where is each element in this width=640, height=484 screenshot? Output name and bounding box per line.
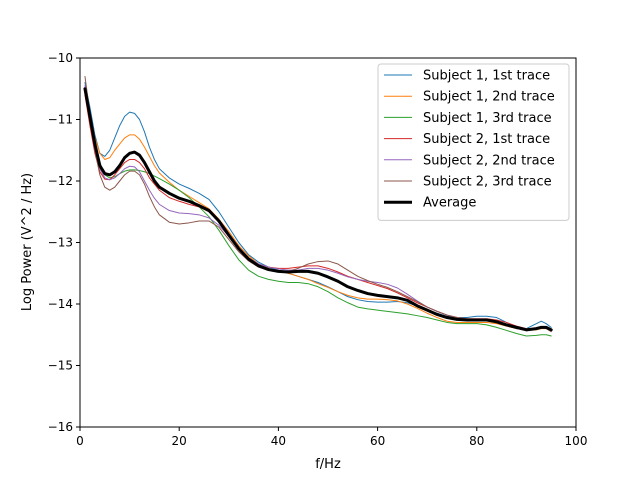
- x-axis-label: f/Hz: [315, 457, 341, 472]
- series-line-subject-1-3rd-trace: [84, 91, 552, 337]
- legend-box: [377, 63, 570, 221]
- series-line-average: [83, 87, 553, 332]
- y-tick-label: −10: [48, 51, 73, 65]
- legend-entry: Subject 2, 3rd trace: [423, 175, 552, 190]
- y-tick-label: −13: [48, 236, 73, 250]
- x-tick-label: 80: [469, 434, 484, 448]
- y-tick-label: −12: [48, 174, 73, 188]
- legend-entry: Subject 2, 2nd trace: [423, 153, 555, 168]
- y-tick-label: −16: [48, 420, 73, 434]
- y-axis-label: Log Power (V^2 / Hz): [20, 173, 35, 311]
- y-tick-label: −14: [48, 297, 73, 311]
- x-tick-label: 40: [271, 434, 286, 448]
- legend-entry: Subject 2, 1st trace: [423, 132, 550, 147]
- legend-entry: Subject 1, 3rd trace: [423, 111, 552, 126]
- x-tick-label: 100: [565, 434, 588, 448]
- legend-entry: Average: [423, 196, 476, 211]
- x-axis: 0 20 40 60 80 100: [76, 427, 587, 448]
- x-tick-label: 0: [76, 434, 84, 448]
- y-tick-label: −11: [48, 113, 73, 127]
- plot-lines: [83, 75, 553, 337]
- y-axis: −16 −15 −14 −13 −12 −11 −10: [48, 51, 80, 434]
- x-tick-label: 20: [172, 434, 187, 448]
- x-tick-label: 60: [370, 434, 385, 448]
- legend-entry: Subject 1, 1st trace: [423, 69, 550, 84]
- y-tick-label: −15: [48, 359, 73, 373]
- legend-entry: Subject 1, 2nd trace: [423, 90, 555, 105]
- legend: Subject 1, 1st trace Subject 1, 2nd trace…: [377, 63, 570, 221]
